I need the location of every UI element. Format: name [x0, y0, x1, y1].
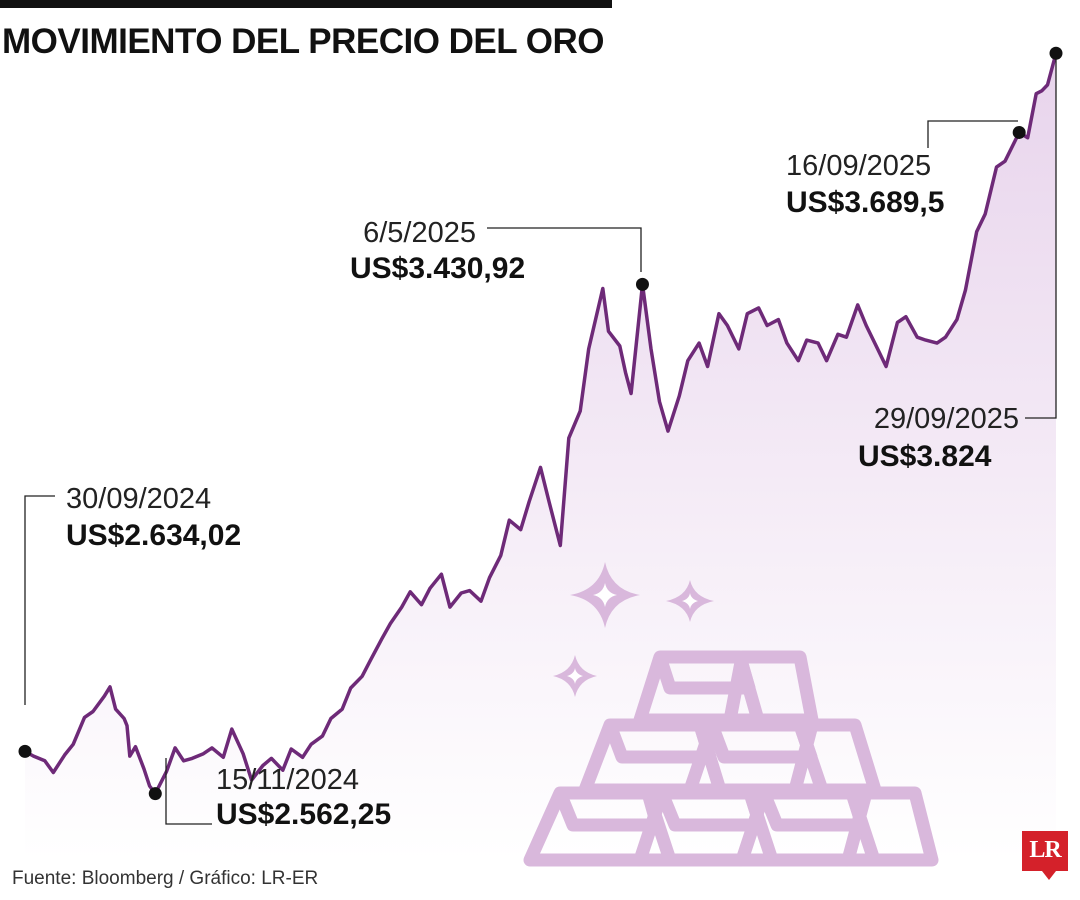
- annotation-date: 6/5/2025: [363, 217, 476, 249]
- source-note: Fuente: Bloomberg / Gráfico: LR-ER: [12, 868, 319, 889]
- leader-line-start: [24, 495, 55, 705]
- lr-logo-text: LR: [1029, 837, 1061, 863]
- leader-line-low: [165, 758, 212, 825]
- lr-logo: LR: [1022, 831, 1068, 880]
- gold-bars-icon: [523, 650, 939, 867]
- annotation-marker: [635, 277, 649, 291]
- chart-title: MOVIMIENTO DEL PRECIO DEL ORO: [2, 22, 604, 61]
- annotation-date: 29/09/2025: [874, 403, 1019, 435]
- annotation-marker: [148, 787, 162, 801]
- leader-line-end: [1025, 48, 1057, 419]
- annotation-marker: [1012, 125, 1026, 139]
- price-line: [24, 52, 1058, 796]
- annotation-price: US$3.689,5: [786, 186, 944, 219]
- annotation-date: 30/09/2024: [66, 483, 211, 515]
- leader-line-may: [487, 227, 642, 272]
- leader-line-sep16: [927, 120, 1018, 148]
- annotation-price: US$2.562,25: [216, 798, 391, 831]
- top-rule: [0, 0, 612, 8]
- annotation-date: 16/09/2025: [786, 150, 931, 182]
- annotation-marker: [18, 744, 32, 758]
- annotation-marker: [1049, 46, 1063, 60]
- annotation-price: US$3.430,92: [350, 252, 525, 285]
- annotation-date: 15/11/2024: [216, 764, 359, 796]
- annotation-price: US$3.824: [858, 440, 992, 473]
- annotation-price: US$2.634,02: [66, 519, 241, 552]
- sparkle-icon: [567, 583, 698, 684]
